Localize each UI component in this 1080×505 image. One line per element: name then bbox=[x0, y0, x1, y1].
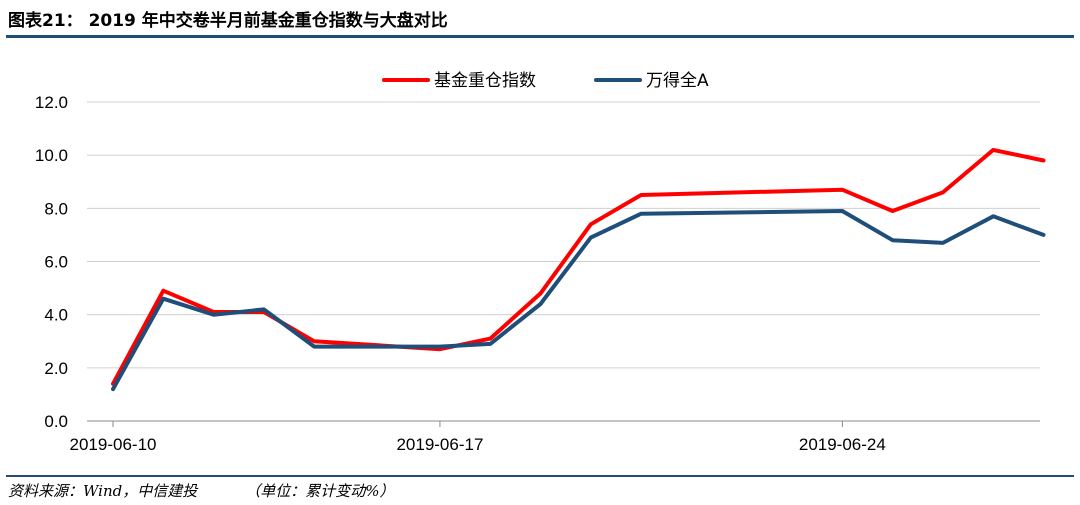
top-divider bbox=[6, 35, 1074, 38]
y-tick-label: 10.0 bbox=[35, 146, 68, 165]
source-note: 资料来源：Wind，中信建投 bbox=[8, 482, 198, 500]
x-tick-label: 2019-06-24 bbox=[799, 435, 886, 454]
y-tick-label: 0.0 bbox=[44, 412, 68, 431]
line-chart: 0.02.04.06.08.010.012.0 2019-06-10 2019-0… bbox=[35, 71, 1046, 454]
y-tick-label: 8.0 bbox=[44, 199, 68, 218]
bottom-divider bbox=[6, 475, 1074, 477]
x-axis: 2019-06-10 2019-06-17 2019-06-24 bbox=[70, 421, 886, 454]
x-tick-label: 2019-06-17 bbox=[396, 435, 483, 454]
x-tick-label: 2019-06-10 bbox=[70, 435, 157, 454]
unit-note: （单位：累计变动%） bbox=[245, 482, 395, 500]
y-tick-label: 4.0 bbox=[44, 306, 68, 325]
legend: 基金重仓指数 万得全A bbox=[382, 71, 709, 91]
header: 图表21： 2019 年中交卷半月前基金重仓指数与大盘对比 bbox=[0, 0, 1080, 34]
chart-title: 图表21： 2019 年中交卷半月前基金重仓指数与大盘对比 bbox=[8, 11, 448, 31]
series-line-wind-all-a bbox=[111, 209, 1046, 392]
legend-label: 基金重仓指数 bbox=[434, 71, 536, 91]
y-tick-label: 12.0 bbox=[35, 93, 68, 112]
y-axis-ticks: 0.0 2.0 4.0 6.0 8.0 10.0 12.0 bbox=[35, 93, 68, 431]
y-tick-label: 6.0 bbox=[44, 253, 68, 272]
series-lines bbox=[111, 147, 1046, 392]
y-tick-label: 2.0 bbox=[44, 359, 68, 378]
footer: 资料来源：Wind，中信建投 （单位：累计变动%） bbox=[8, 480, 394, 501]
series-line-fund-index bbox=[111, 147, 1046, 386]
legend-label: 万得全A bbox=[646, 71, 709, 91]
